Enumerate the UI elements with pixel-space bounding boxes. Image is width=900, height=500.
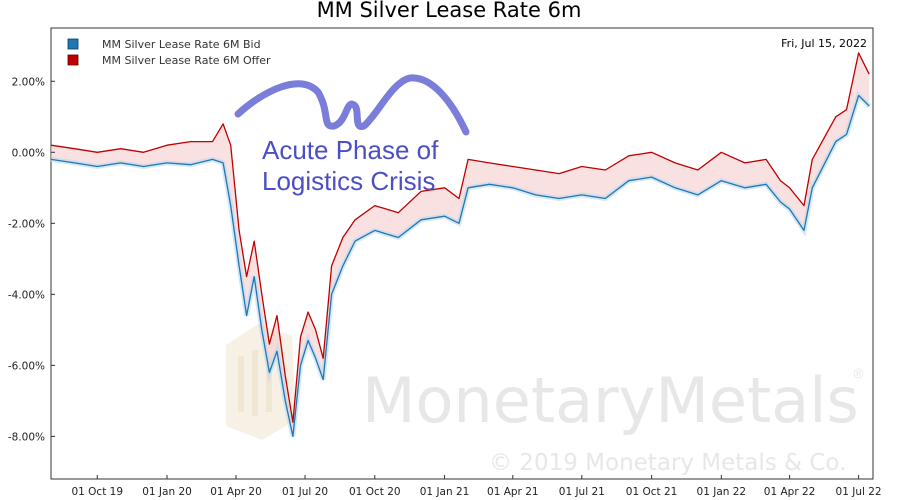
x-tick-label: 01 Jul 21 <box>559 486 605 498</box>
series-layer <box>50 52 871 438</box>
x-tick-label: 01 Jan 22 <box>697 486 747 498</box>
annotation-line-2: Logistics Crisis <box>262 166 435 196</box>
legend: MM Silver Lease Rate 6M Bid MM Silver Le… <box>67 38 271 67</box>
legend-swatch-offer <box>67 54 79 66</box>
x-tick-label: 01 Apr 22 <box>764 486 816 498</box>
y-tick-label: -6.00% <box>8 360 45 372</box>
date-label: Fri, Jul 15, 2022 <box>781 37 867 50</box>
x-tick-label: 01 Oct 19 <box>71 486 123 498</box>
x-tick-label: 01 Apr 20 <box>210 486 262 498</box>
plot-frame <box>50 27 874 480</box>
series-line-offer <box>50 52 870 423</box>
axis-layer: 2.00% 0.00% -2.00% -4.00% -6.00% -8.00% 01 Oct… <box>8 76 882 498</box>
annotation-line-1: Acute Phase of <box>262 135 439 165</box>
x-tick-label: 01 Oct 20 <box>349 486 401 498</box>
watermark: MonetaryMetals ® © 2019 Monetary Metals … <box>226 324 865 476</box>
legend-label-bid: MM Silver Lease Rate 6M Bid <box>102 38 261 51</box>
watermark-registered: ® <box>852 367 865 382</box>
y-tick-label: 0.00% <box>12 147 45 159</box>
y-tick-label: -4.00% <box>8 289 45 301</box>
y-tick-label: -2.00% <box>8 218 45 230</box>
watermark-copyright: © 2019 Monetary Metals & Co. <box>489 450 846 476</box>
annotation-scribble <box>234 74 470 136</box>
annotation: Acute Phase of Logistics Crisis <box>234 74 470 196</box>
y-tick-label: 2.00% <box>12 76 45 88</box>
watermark-brand: MonetaryMetals <box>362 364 859 437</box>
x-tick-label: 01 Apr 21 <box>487 486 539 498</box>
x-tick-label: 01 Jan 20 <box>142 486 192 498</box>
x-tick-label: 01 Jul 22 <box>836 486 882 498</box>
x-tick-label: 01 Jul 20 <box>282 486 328 498</box>
series-line-bid <box>50 94 870 438</box>
x-tick-label: 01 Jan 21 <box>420 486 470 498</box>
x-tick-label: 01 Oct 21 <box>626 486 678 498</box>
chart-title: MM Silver Lease Rate 6m <box>317 0 582 22</box>
legend-label-offer: MM Silver Lease Rate 6M Offer <box>102 54 271 67</box>
y-tick-label: -8.00% <box>8 431 45 443</box>
legend-swatch-bid <box>67 38 79 50</box>
